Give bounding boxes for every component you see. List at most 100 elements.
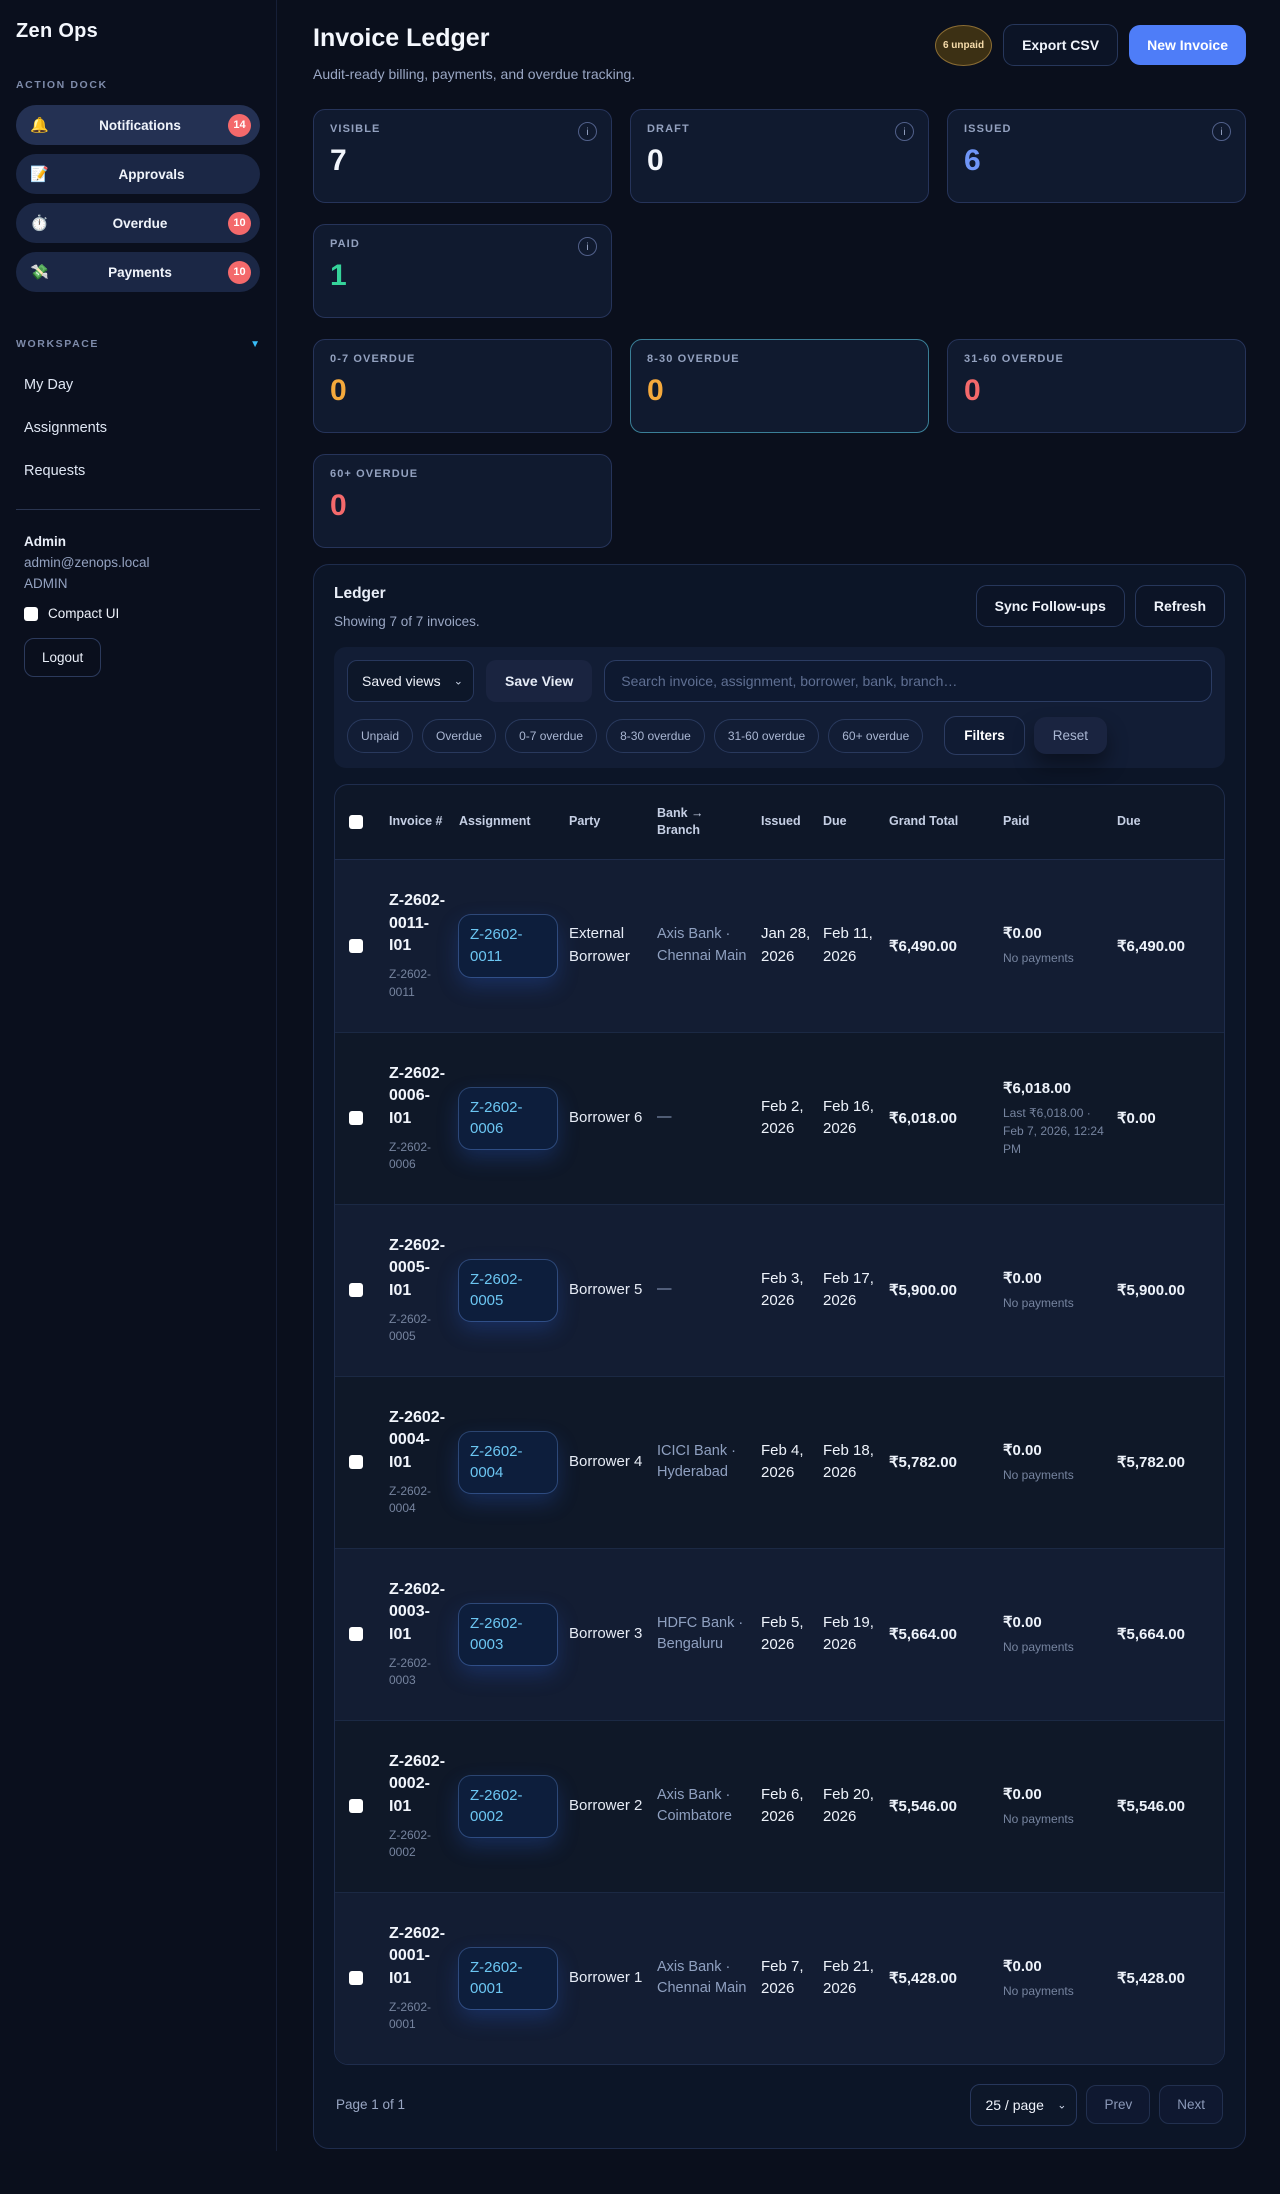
sidebar-item-requests[interactable]: Requests <box>24 463 86 479</box>
prev-page-button[interactable]: Prev <box>1086 2085 1151 2125</box>
stat-label: PAID <box>330 238 360 250</box>
action-dock-label: ACTION DOCK <box>16 79 108 91</box>
invoice-id: Z-2602-0004-I01 <box>389 1408 446 1471</box>
stat-card-draft: DRAFT i 0 <box>630 109 929 203</box>
due-amount-cell: ₹5,546.00 <box>1117 1798 1185 1816</box>
issued-date-cell: Feb 7, 2026 <box>761 1957 804 1998</box>
workspace-header[interactable]: WORKSPACE ▼ <box>16 338 260 350</box>
row-checkbox[interactable] <box>349 938 363 953</box>
invoice-table: Invoice # Assignment Party Bank → Branch… <box>334 784 1225 2065</box>
chip-8-30-overdue[interactable]: 8-30 overdue <box>606 718 705 753</box>
export-csv-button[interactable]: Export CSV <box>1003 24 1119 66</box>
due-date-cell: Feb 17, 2026 <box>823 1269 874 1310</box>
grand-total-cell: ₹6,018.00 <box>889 1110 957 1128</box>
chip-31-60-overdue[interactable]: 31-60 overdue <box>713 718 820 753</box>
due-amount-cell: ₹6,490.00 <box>1117 937 1185 955</box>
row-checkbox[interactable] <box>349 1799 363 1814</box>
paid-amount-cell: ₹0.00 <box>1003 1785 1042 1803</box>
assignment-link[interactable]: Z-2602-0011 <box>459 915 557 977</box>
party-cell: Borrower 1 <box>569 1969 643 1986</box>
paid-amount-cell: ₹0.00 <box>1003 1613 1042 1631</box>
row-checkbox[interactable] <box>349 1455 363 1470</box>
stat-card-visible: VISIBLE i 7 <box>313 109 612 203</box>
info-icon[interactable]: i <box>895 122 914 141</box>
stat-value: 0 <box>330 489 347 522</box>
row-checkbox[interactable] <box>349 1111 363 1126</box>
dock-item-notifications[interactable]: 🔔 Notifications 14 <box>16 105 260 145</box>
paid-amount-cell: ₹0.00 <box>1003 1957 1042 1975</box>
app-brand: Zen Ops <box>16 20 99 42</box>
page-size-select[interactable]: 25 / page <box>970 2083 1078 2126</box>
col-issued: Issued <box>761 814 801 829</box>
page-subtitle: Audit-ready billing, payments, and overd… <box>313 66 636 82</box>
filters-button[interactable]: Filters <box>944 716 1025 755</box>
invoice-id: Z-2602-0002-I01 <box>389 1752 446 1815</box>
assignment-link[interactable]: Z-2602-0001 <box>459 1947 557 2009</box>
chip-0-7-overdue[interactable]: 0-7 overdue <box>505 718 598 753</box>
col-bank-branch: Bank → Branch <box>657 806 704 837</box>
main-content: Invoice Ledger Audit-ready billing, paym… <box>277 0 1280 2194</box>
paid-note: No payments <box>1003 1467 1074 1482</box>
sidebar-item-my-day[interactable]: My Day <box>24 377 74 393</box>
chip-unpaid[interactable]: Unpaid <box>347 718 414 753</box>
row-checkbox[interactable] <box>349 1627 363 1642</box>
row-checkbox[interactable] <box>349 1283 363 1298</box>
refresh-button[interactable]: Refresh <box>1134 585 1225 627</box>
bank-branch-cell: HDFC Bank · Bengaluru <box>657 1614 744 1653</box>
dock-item-overdue[interactable]: ⏱️ Overdue 10 <box>16 203 260 243</box>
info-icon[interactable]: i <box>1212 122 1231 141</box>
paid-amount-cell: ₹6,018.00 <box>1003 1079 1071 1097</box>
issued-date-cell: Feb 4, 2026 <box>761 1441 804 1482</box>
issued-date-cell: Feb 2, 2026 <box>761 1097 804 1138</box>
save-view-button[interactable]: Save View <box>486 660 593 702</box>
assignment-link[interactable]: Z-2602-0002 <box>459 1775 557 1837</box>
compact-ui-checkbox[interactable] <box>24 606 38 621</box>
assignment-link[interactable]: Z-2602-0003 <box>459 1603 557 1665</box>
dock-item-label: Approvals <box>118 166 185 182</box>
assignment-link[interactable]: Z-2602-0004 <box>459 1431 557 1493</box>
paid-note: No payments <box>1003 951 1074 966</box>
info-icon[interactable]: i <box>578 237 597 256</box>
grand-total-cell: ₹5,900.00 <box>889 1282 957 1300</box>
search-input[interactable] <box>604 660 1212 702</box>
paid-note: No payments <box>1003 1295 1074 1310</box>
stat-value: 0 <box>330 374 347 407</box>
saved-views-select[interactable]: Saved views <box>347 660 474 702</box>
compact-ui-toggle[interactable]: Compact UI <box>16 606 260 621</box>
row-checkbox[interactable] <box>349 1971 363 1986</box>
dock-item-payments[interactable]: 💸 Payments 10 <box>16 252 260 292</box>
new-invoice-button[interactable]: New Invoice <box>1129 25 1246 65</box>
bank-branch-cell: — <box>657 1281 672 1298</box>
grand-total-cell: ₹5,546.00 <box>889 1798 957 1816</box>
table-header: Invoice # Assignment Party Bank → Branch… <box>335 785 1224 860</box>
party-cell: Borrower 4 <box>569 1453 643 1470</box>
next-page-button[interactable]: Next <box>1159 2085 1223 2125</box>
page-indicator: Page 1 of 1 <box>336 2097 406 2113</box>
sidebar-item-assignments[interactable]: Assignments <box>24 420 108 436</box>
table-body: Z-2602-0011-I01 Z-2602-0011 Z-2602-0011 … <box>335 859 1224 2064</box>
sync-followups-button[interactable]: Sync Follow-ups <box>975 585 1125 627</box>
assignment-link[interactable]: Z-2602-0006 <box>459 1087 557 1149</box>
info-icon[interactable]: i <box>578 122 597 141</box>
chip-60-plus-overdue[interactable]: 60+ overdue <box>828 718 924 753</box>
issued-date-cell: Feb 3, 2026 <box>761 1269 804 1310</box>
ledger-title: Ledger <box>334 585 386 602</box>
reset-button[interactable]: Reset <box>1033 717 1108 754</box>
stat-label: 31-60 OVERDUE <box>964 353 1064 365</box>
select-all-checkbox[interactable] <box>349 814 363 829</box>
chip-overdue[interactable]: Overdue <box>422 718 497 753</box>
assignment-link[interactable]: Z-2602-0005 <box>459 1259 557 1321</box>
grand-total-cell: ₹5,428.00 <box>889 1970 957 1988</box>
memo-icon: 📝 <box>30 166 49 183</box>
invoice-id: Z-2602-0011-I01 <box>389 892 446 955</box>
ledger-panel: Ledger Showing 7 of 7 invoices. Sync Fol… <box>313 564 1246 2149</box>
logout-button[interactable]: Logout <box>24 638 102 677</box>
due-amount-cell: ₹0.00 <box>1117 1110 1156 1128</box>
invoice-sub-id: Z-2602-0006 <box>389 1139 432 1172</box>
dock-item-approvals[interactable]: 📝 Approvals <box>16 154 260 194</box>
col-assignment: Assignment <box>459 814 531 829</box>
compact-ui-label: Compact UI <box>48 606 120 621</box>
stat-label: DRAFT <box>647 123 690 135</box>
due-amount-cell: ₹5,900.00 <box>1117 1282 1185 1300</box>
action-dock: 🔔 Notifications 14 📝 Approvals ⏱️ Overdu… <box>16 105 260 292</box>
